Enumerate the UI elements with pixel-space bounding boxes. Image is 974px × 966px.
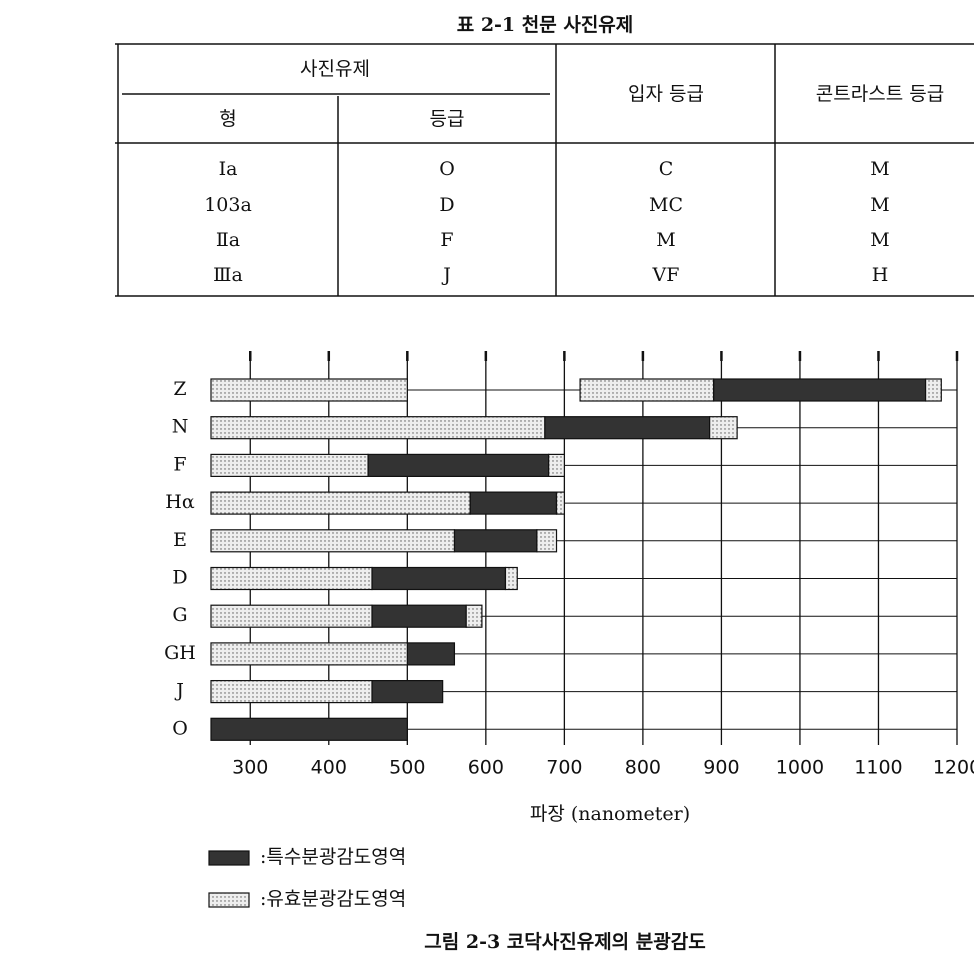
table-title: 표 2-1 천문 사진유제: [457, 14, 634, 36]
header-group: 사진유제: [300, 58, 370, 80]
y-tick-label: N: [172, 416, 189, 438]
table-cell: O: [439, 158, 455, 180]
bar-segment: [555, 491, 565, 515]
x-tick-label: 400: [311, 757, 347, 779]
y-tick-label: Z: [173, 378, 186, 400]
bar-segment: [210, 604, 373, 628]
x-tick-label: 1200: [933, 757, 974, 779]
bar-segment: [536, 529, 558, 553]
table-cell: D: [439, 194, 454, 216]
column-header: 콘트라스트 등급: [816, 83, 944, 105]
y-tick-label: J: [174, 680, 184, 702]
x-tick-label: 300: [232, 757, 268, 779]
table-cell: 103a: [204, 194, 252, 216]
column-header: 형: [219, 108, 236, 130]
y-tick-label: O: [172, 717, 188, 739]
bar-segment: [210, 529, 456, 553]
bar-segment: [924, 378, 942, 402]
x-tick-label: 1100: [854, 757, 902, 779]
x-tick-label: 800: [625, 757, 661, 779]
bar-segment: [371, 679, 444, 704]
bar-segment: [210, 378, 408, 402]
y-tick-label: Hα: [165, 491, 195, 513]
x-tick-label: 700: [546, 757, 582, 779]
y-tick-label: D: [172, 567, 187, 589]
bar-segment: [210, 679, 373, 704]
bar-segment: [210, 642, 408, 666]
table-cell: MC: [649, 194, 683, 216]
table-cell: H: [872, 264, 889, 286]
y-tick-label: G: [172, 604, 187, 626]
bar-segment: [469, 491, 558, 515]
bar-segment: [712, 378, 927, 402]
x-axis-label: 파장 (nanometer): [530, 803, 690, 825]
table-cell: VF: [652, 264, 680, 286]
y-tick-label: F: [173, 453, 186, 475]
table-cell: M: [870, 158, 889, 180]
table-cell: M: [870, 229, 889, 251]
bar-segment: [709, 416, 738, 440]
table-cell: Ⅰa: [219, 158, 238, 180]
figure-caption: 그림 2-3 코닥사진유제의 분광감도: [424, 931, 705, 953]
bar-segment: [210, 453, 369, 477]
bar-segment: [210, 717, 408, 741]
bar-segment: [210, 566, 373, 591]
table-cell: Ⅲa: [213, 264, 243, 286]
legend-swatch: [208, 850, 250, 866]
bar-segment: [453, 529, 538, 553]
legend-label: :유효분광감도영역: [260, 888, 406, 910]
y-tick-label: GH: [164, 642, 196, 664]
bar-segment: [544, 416, 711, 440]
table-cell: F: [440, 229, 453, 251]
bar-segment: [465, 604, 483, 628]
bar-segment: [371, 604, 467, 628]
legend-swatch: [208, 892, 250, 908]
table-cell: M: [656, 229, 675, 251]
column-header: 등급: [430, 108, 465, 130]
table-cell: M: [870, 194, 889, 216]
table-cell: C: [659, 158, 674, 180]
bar-segment: [371, 566, 507, 591]
table-cell: Ⅱa: [216, 229, 240, 251]
table-cell: J: [441, 264, 451, 286]
x-tick-label: 500: [389, 757, 425, 779]
bar-segment: [579, 378, 715, 402]
x-tick-label: 900: [703, 757, 739, 779]
bar-segment: [210, 416, 546, 440]
bar-segment: [504, 566, 518, 591]
legend-label: :특수분광감도영역: [260, 846, 406, 868]
x-tick-label: 1000: [776, 757, 824, 779]
bar-segment: [548, 453, 565, 477]
bar-segment: [367, 453, 550, 477]
y-tick-label: E: [173, 529, 187, 551]
bar-segment: [406, 642, 456, 666]
x-tick-label: 600: [468, 757, 504, 779]
column-header: 입자 등급: [628, 83, 704, 105]
bar-segment: [210, 491, 471, 515]
